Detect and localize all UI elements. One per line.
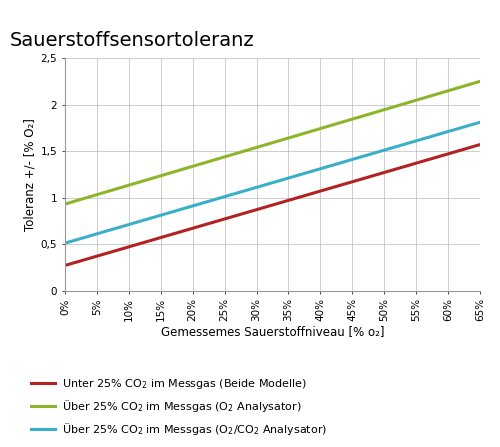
Legend: Unter 25% CO$_2$ im Messgas (Beide Modelle), Über 25% CO$_2$ im Messgas (O$_2$ A: Unter 25% CO$_2$ im Messgas (Beide Model… — [30, 376, 327, 437]
X-axis label: Gemessemes Sauerstoffniveau [% o₂]: Gemessemes Sauerstoffniveau [% o₂] — [161, 325, 384, 338]
Y-axis label: Toleranz +/- [% O₂]: Toleranz +/- [% O₂] — [24, 118, 36, 231]
Text: Sauerstoffsensortoleranz: Sauerstoffsensortoleranz — [10, 31, 255, 51]
